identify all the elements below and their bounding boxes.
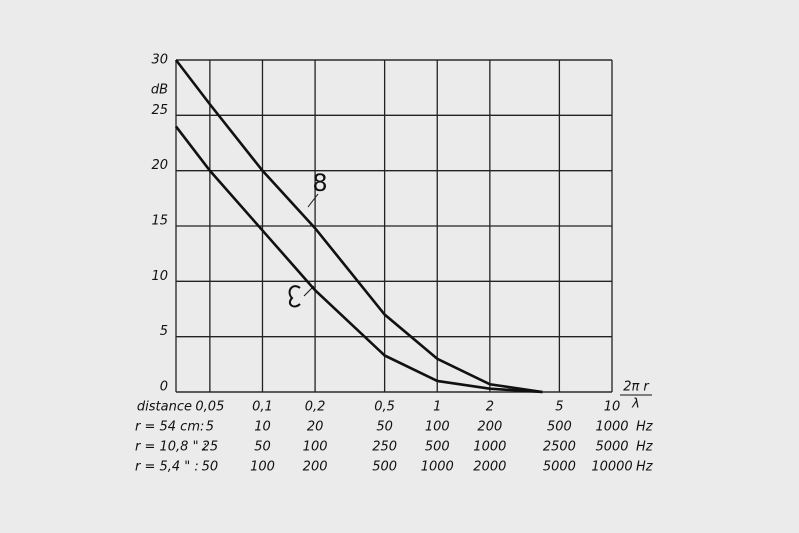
row-value: 10000 — [591, 460, 632, 475]
row-unit: Hz — [636, 420, 654, 435]
x-axis-label: λ — [631, 397, 640, 412]
y-axis-label: dB — [151, 83, 168, 98]
row-value: 10 — [254, 420, 271, 435]
y-tick-label: 20 — [151, 158, 168, 173]
x-tick-label: 0,1 — [252, 400, 273, 415]
y-tick-label: 15 — [151, 214, 168, 229]
row-unit: Hz — [636, 440, 654, 455]
row-label: r = 54 cm: — [135, 420, 204, 435]
x-axis-label: 2π r — [623, 380, 650, 395]
y-tick-label: 0 — [160, 380, 168, 395]
row-value: 500 — [547, 420, 572, 435]
x-tick-label: 1 — [433, 400, 441, 415]
cardioid-symbol — [288, 285, 301, 308]
row-value: 5000 — [543, 460, 576, 475]
x-tick-label: 2 — [486, 400, 494, 415]
row-value: 250 — [372, 440, 397, 455]
row-value: 1000 — [473, 440, 506, 455]
y-tick-label: 10 — [151, 269, 168, 284]
x-tick-label: 0,5 — [374, 400, 395, 415]
row-value: 5000 — [595, 440, 628, 455]
row-value: 2000 — [473, 460, 506, 475]
row-unit: Hz — [636, 460, 654, 475]
curve-label: 8 — [312, 169, 327, 197]
row-value: 1000 — [595, 420, 628, 435]
curve — [174, 59, 543, 394]
row-value: 100 — [425, 420, 450, 435]
row-label: r = 10,8 " : — [135, 440, 207, 455]
y-tick-label: 25 — [151, 103, 168, 118]
row-value: 1000 — [421, 460, 454, 475]
row-value: 50 — [254, 440, 271, 455]
x-tick-label: 0,2 — [305, 400, 326, 415]
row-value: 50 — [202, 460, 219, 475]
row-value: 200 — [477, 420, 502, 435]
y-tick-label: 5 — [160, 324, 168, 339]
row-value: 500 — [425, 440, 450, 455]
row-label: r = 5,4 " : — [135, 460, 199, 475]
y-tick-label: 30 — [151, 53, 168, 68]
row-value: 2500 — [543, 440, 576, 455]
x-tick-label: 5 — [555, 400, 563, 415]
row-value: 25 — [202, 440, 219, 455]
row-value: 20 — [307, 420, 324, 435]
row-value: 100 — [303, 440, 328, 455]
row-value: 500 — [372, 460, 397, 475]
row-value: 200 — [303, 460, 328, 475]
x-tick-label: 10 — [604, 400, 621, 415]
x-row-label: distance — [137, 400, 192, 415]
leader-line — [307, 193, 319, 208]
row-value: 100 — [250, 460, 275, 475]
row-value: 5 — [206, 420, 214, 435]
row-value: 50 — [376, 420, 393, 435]
curve — [174, 125, 543, 394]
x-tick-label: 0,05 — [195, 400, 224, 415]
